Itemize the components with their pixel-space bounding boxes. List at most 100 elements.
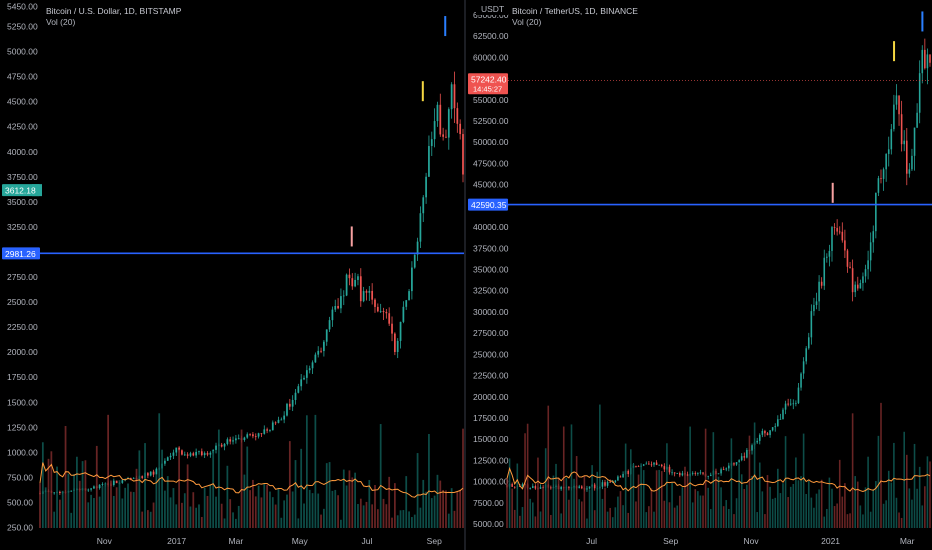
volume-bar xyxy=(362,505,365,528)
candle-body xyxy=(354,279,356,287)
candle-body xyxy=(348,274,351,279)
candle-body xyxy=(357,276,359,280)
last-price-tag[interactable] xyxy=(2,184,40,197)
candle-body xyxy=(568,487,570,489)
y-tick-label: 3750.00 xyxy=(7,172,38,182)
volume-bar xyxy=(118,480,121,528)
candle-body xyxy=(655,462,658,465)
volume-bar xyxy=(422,479,425,528)
candle-body xyxy=(178,447,180,451)
candle-body xyxy=(229,439,232,442)
volume-bar xyxy=(722,506,725,528)
left-chart-pane[interactable]: 5450.00 5250.00 5000.00 4750.00 4500.00 4250.… xyxy=(2,2,464,547)
volume-bar xyxy=(155,474,158,528)
y-tick-label: 5250.00 xyxy=(7,22,38,32)
volume-bar xyxy=(257,485,260,528)
y-tick-label: 47500.00 xyxy=(473,158,509,168)
candle-body xyxy=(807,337,810,349)
volume-bar xyxy=(283,500,286,528)
level-price-tag[interactable] xyxy=(2,247,40,260)
x-tick-label: Sep xyxy=(663,536,678,546)
candle-body xyxy=(882,169,885,179)
y-tick-label: 2750.00 xyxy=(7,272,38,282)
candle-body xyxy=(266,429,268,431)
candle-body xyxy=(771,427,774,431)
candle-body xyxy=(743,456,746,458)
candle-body xyxy=(890,129,893,150)
candle-body xyxy=(311,362,314,369)
candle-body xyxy=(924,49,926,69)
volume-bar xyxy=(581,501,583,528)
volume-bar xyxy=(537,457,539,528)
signal-marker xyxy=(921,11,924,32)
candle-body xyxy=(578,486,581,489)
last-price-tag[interactable] xyxy=(468,73,508,95)
pane-divider[interactable] xyxy=(464,0,466,550)
volume-bar xyxy=(733,514,735,528)
volume-bar xyxy=(658,469,660,528)
volume-bar xyxy=(169,497,172,528)
candle-body xyxy=(831,227,833,251)
volume-bar xyxy=(846,514,849,528)
volume-bar xyxy=(64,425,67,528)
last-price-label: 57242.40 xyxy=(471,74,507,84)
candle-body xyxy=(192,453,195,456)
candle-body xyxy=(393,333,396,352)
candle-body xyxy=(627,470,630,475)
candle-body xyxy=(740,456,743,461)
candle-body xyxy=(849,266,851,269)
volume-bar xyxy=(709,509,712,528)
volume-bar xyxy=(617,496,619,528)
candle-body xyxy=(875,192,877,232)
y-tick-label: 5000.00 xyxy=(473,519,504,529)
level-price-tag[interactable] xyxy=(468,198,508,211)
candle-body xyxy=(668,466,671,473)
candle-body xyxy=(694,473,697,474)
candle-body xyxy=(542,487,544,488)
volume-bar xyxy=(291,491,294,528)
volume-bar xyxy=(805,493,807,528)
volume-bar xyxy=(41,442,44,528)
candle-body xyxy=(317,350,320,355)
volume-bar xyxy=(604,487,606,528)
volume-bar xyxy=(351,477,354,528)
candle-body xyxy=(203,453,206,456)
candle-body xyxy=(249,434,251,436)
y-tick-label: 2500.00 xyxy=(7,297,38,307)
candle-body xyxy=(274,422,277,424)
candle-body xyxy=(761,430,764,435)
candle-body xyxy=(166,457,169,461)
x-tick-label: Jul xyxy=(362,536,373,546)
volume-bar xyxy=(110,480,112,528)
candle-body xyxy=(181,450,183,455)
volume-bar xyxy=(393,483,396,528)
volume-bar xyxy=(433,495,436,528)
candle-body xyxy=(619,476,622,478)
candle-body xyxy=(141,476,144,478)
volume-bar xyxy=(872,489,875,528)
volume-bar xyxy=(513,509,516,528)
volume-bar xyxy=(779,493,782,528)
volume-bar xyxy=(70,512,73,528)
x-tick-label: Mar xyxy=(229,536,244,546)
right-chart-pane[interactable]: 65000.0062500.0060000.0057500.0055000.00… xyxy=(468,2,932,546)
volume-bar xyxy=(758,462,761,528)
volume-bar xyxy=(209,484,212,528)
candle-body xyxy=(851,268,854,293)
volume-bar xyxy=(56,466,58,528)
volume-bar xyxy=(699,495,702,528)
volume-bar xyxy=(447,513,450,528)
volume-bar xyxy=(459,489,462,528)
volume-bar xyxy=(539,511,542,528)
volume-bar xyxy=(115,487,118,528)
volume-bar xyxy=(192,492,195,528)
candle-body xyxy=(751,445,753,451)
volume-bar xyxy=(98,496,101,528)
volume-bar xyxy=(743,488,746,528)
candle-body xyxy=(792,403,795,405)
candle-body xyxy=(121,480,124,483)
y-tick-label: 2250.00 xyxy=(7,322,38,332)
candle-body xyxy=(300,379,303,387)
candle-body xyxy=(784,403,787,410)
volume-bar xyxy=(198,504,200,528)
